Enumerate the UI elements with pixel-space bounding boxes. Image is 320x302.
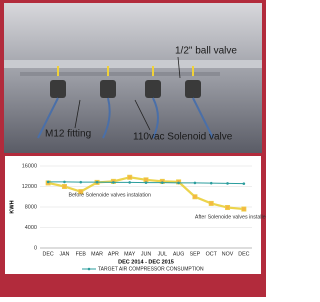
annotation: After Solenoide valves installed — [195, 215, 266, 221]
x-tick-label: NOV — [222, 251, 234, 257]
x-axis-label: DEC 2014 - DEC 2015 — [118, 259, 174, 265]
x-tick-label: DEC — [43, 251, 54, 257]
x-tick-label: JUN — [141, 251, 151, 257]
point — [226, 182, 229, 185]
point — [96, 181, 99, 184]
slide: 1/2" ball valve M12 fitting 110vac Solen… — [0, 0, 266, 297]
x-tick-label: APR — [108, 251, 119, 257]
y-tick-label: 8000 — [25, 204, 37, 210]
point — [62, 184, 66, 188]
point — [128, 181, 131, 184]
y-tick-label: 16000 — [22, 163, 37, 169]
point — [112, 181, 115, 184]
legend-label: TARGET AIR COMPRESSOR CONSUMPTION — [98, 266, 204, 272]
x-tick-label: OCT — [206, 251, 218, 257]
point — [47, 181, 50, 184]
photo-label: M12 fitting — [45, 129, 91, 140]
point — [242, 207, 246, 211]
point — [145, 181, 148, 184]
point — [127, 175, 131, 179]
x-tick-label: MAR — [91, 251, 103, 257]
point — [209, 201, 213, 205]
x-tick-label: JAN — [59, 251, 69, 257]
point — [193, 195, 197, 199]
point — [79, 181, 82, 184]
y-tick-label: 12000 — [22, 184, 37, 190]
point — [243, 182, 246, 185]
photo-label: 110vac Solenoid valve — [133, 132, 233, 143]
point — [210, 182, 213, 185]
point — [177, 182, 180, 185]
point — [194, 182, 197, 185]
annotation: Before Solenoide valves instalation — [68, 193, 151, 199]
point — [225, 205, 229, 209]
y-tick-label: 4000 — [25, 225, 37, 231]
x-tick-label: DEC — [238, 251, 249, 257]
x-tick-label: FEB — [76, 251, 87, 257]
point — [63, 181, 66, 184]
y-axis-label: KWH — [9, 200, 15, 213]
point — [161, 181, 164, 184]
legend-marker — [88, 268, 91, 271]
x-tick-label: MAY — [124, 251, 136, 257]
y-tick-label: 0 — [34, 245, 37, 251]
x-tick-label: JUL — [158, 251, 167, 257]
photo-label: 1/2" ball valve — [175, 46, 237, 57]
x-tick-label: SEP — [190, 251, 201, 257]
x-tick-label: AUG — [173, 251, 184, 257]
